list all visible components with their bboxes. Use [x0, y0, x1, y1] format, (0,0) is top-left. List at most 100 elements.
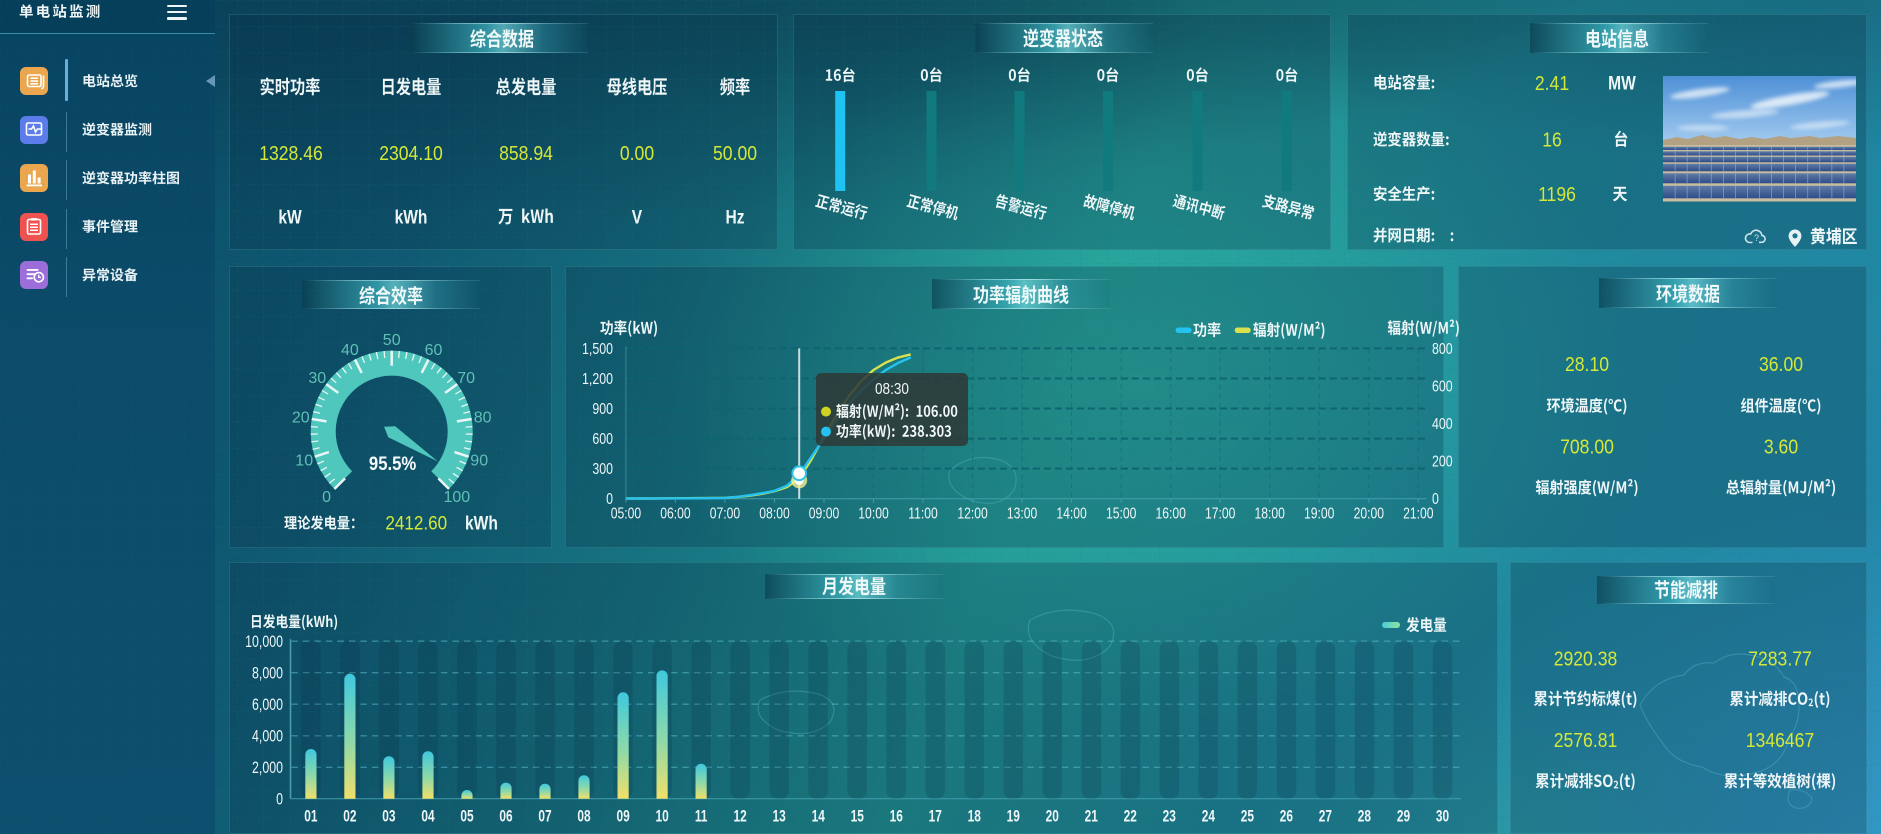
svg-text:20: 20 [292, 410, 310, 427]
svg-text:07: 07 [538, 807, 551, 826]
svg-text:858.94: 858.94 [499, 142, 553, 164]
svg-text:18:00: 18:00 [1254, 505, 1285, 523]
svg-text:60: 60 [425, 342, 443, 359]
svg-text:06: 06 [499, 807, 512, 826]
svg-text:1196: 1196 [1538, 183, 1576, 205]
svg-text:21: 21 [1085, 807, 1098, 826]
svg-text:28.10: 28.10 [1565, 353, 1609, 375]
svg-text:kW: kW [278, 206, 302, 228]
svg-text:10: 10 [295, 452, 313, 469]
svg-text:708.00: 708.00 [1560, 436, 1614, 458]
svg-text:40: 40 [341, 342, 359, 359]
svg-text:11:00: 11:00 [908, 505, 938, 523]
svg-text:kWh: kWh [395, 206, 428, 228]
svg-text:12: 12 [733, 807, 746, 826]
svg-text:MW: MW [1608, 72, 1636, 94]
svg-text:7283.77: 7283.77 [1748, 647, 1812, 669]
svg-text:2,000: 2,000 [252, 760, 283, 778]
svg-text:36.00: 36.00 [1759, 353, 1803, 375]
svg-text:21:00: 21:00 [1403, 505, 1434, 523]
svg-text:03: 03 [382, 807, 395, 826]
svg-text:6,000: 6,000 [252, 697, 283, 715]
svg-text:2304.10: 2304.10 [379, 142, 443, 164]
svg-text:23: 23 [1163, 807, 1176, 826]
svg-text:30: 30 [1436, 807, 1449, 826]
svg-text:2.41: 2.41 [1535, 72, 1569, 94]
svg-text:05:00: 05:00 [611, 505, 642, 523]
svg-text:10,000: 10,000 [245, 634, 283, 652]
svg-text:90: 90 [470, 452, 488, 469]
svg-text:80: 80 [474, 410, 492, 427]
svg-text:100: 100 [443, 489, 470, 506]
svg-text:kWh: kWh [465, 512, 498, 534]
svg-text:15: 15 [851, 807, 864, 826]
svg-text:07:00: 07:00 [710, 505, 741, 523]
svg-text:?: ? [1754, 233, 1759, 243]
svg-text:13:00: 13:00 [1007, 505, 1038, 523]
svg-text:20: 20 [1046, 807, 1059, 826]
svg-text:1346467: 1346467 [1746, 729, 1814, 751]
svg-text:8,000: 8,000 [252, 665, 283, 683]
svg-text:0: 0 [322, 489, 331, 506]
svg-text:600: 600 [1432, 377, 1453, 395]
svg-text:08:00: 08:00 [759, 505, 790, 523]
svg-text:18: 18 [968, 807, 981, 826]
svg-text:1328.46: 1328.46 [259, 142, 323, 164]
svg-text:28: 28 [1358, 807, 1371, 826]
svg-text:15:00: 15:00 [1106, 505, 1137, 523]
svg-text:26: 26 [1280, 807, 1293, 826]
svg-text:22: 22 [1124, 807, 1137, 826]
svg-text:50: 50 [383, 332, 401, 349]
svg-text:Hz: Hz [725, 206, 744, 228]
svg-text:08: 08 [577, 807, 590, 826]
svg-text:50.00: 50.00 [713, 142, 757, 164]
svg-text:600: 600 [592, 430, 613, 448]
svg-text:3.60: 3.60 [1764, 436, 1798, 458]
svg-text:2412.60: 2412.60 [385, 512, 447, 533]
svg-text:19: 19 [1007, 807, 1020, 826]
svg-text:27: 27 [1319, 807, 1332, 826]
svg-text:13: 13 [772, 807, 785, 826]
svg-text:16:00: 16:00 [1155, 505, 1186, 523]
svg-text:08:30: 08:30 [875, 381, 909, 398]
svg-text:1,200: 1,200 [582, 370, 613, 388]
svg-text:400: 400 [1432, 415, 1453, 433]
svg-text:11: 11 [695, 807, 708, 826]
svg-text:25: 25 [1241, 807, 1254, 826]
svg-text:0: 0 [276, 791, 283, 809]
svg-text:05: 05 [460, 807, 473, 826]
svg-text:30: 30 [308, 370, 326, 387]
svg-text:06:00: 06:00 [660, 505, 691, 523]
svg-text:0: 0 [606, 490, 613, 508]
svg-text:800: 800 [1432, 340, 1453, 358]
svg-text:900: 900 [592, 400, 613, 418]
svg-text:2576.81: 2576.81 [1554, 729, 1618, 751]
svg-text:16: 16 [1542, 129, 1562, 151]
svg-text:09:00: 09:00 [809, 505, 840, 523]
svg-text:19:00: 19:00 [1304, 505, 1335, 523]
svg-text:20:00: 20:00 [1354, 505, 1385, 523]
svg-text:95.5%: 95.5% [369, 453, 416, 474]
svg-text:300: 300 [592, 460, 613, 478]
svg-text:01: 01 [304, 807, 317, 826]
svg-text:09: 09 [616, 807, 629, 826]
svg-text:1,500: 1,500 [582, 340, 613, 358]
svg-text:16: 16 [890, 807, 903, 826]
svg-text:04: 04 [421, 807, 435, 826]
svg-text:17: 17 [929, 807, 942, 826]
svg-text:0.00: 0.00 [620, 142, 654, 164]
svg-text:02: 02 [343, 807, 356, 826]
svg-text:17:00: 17:00 [1205, 505, 1236, 523]
svg-text:V: V [632, 206, 643, 228]
svg-text:14: 14 [812, 807, 826, 826]
svg-text:200: 200 [1432, 452, 1453, 470]
svg-text:0: 0 [1432, 490, 1439, 508]
svg-text:4,000: 4,000 [252, 728, 283, 746]
svg-text:70: 70 [457, 370, 475, 387]
svg-text:2920.38: 2920.38 [1554, 647, 1618, 669]
svg-text:12:00: 12:00 [957, 505, 988, 523]
svg-text:24: 24 [1202, 807, 1216, 826]
svg-text:10: 10 [655, 807, 668, 826]
svg-text:10:00: 10:00 [858, 505, 889, 523]
svg-text:14:00: 14:00 [1056, 505, 1087, 523]
